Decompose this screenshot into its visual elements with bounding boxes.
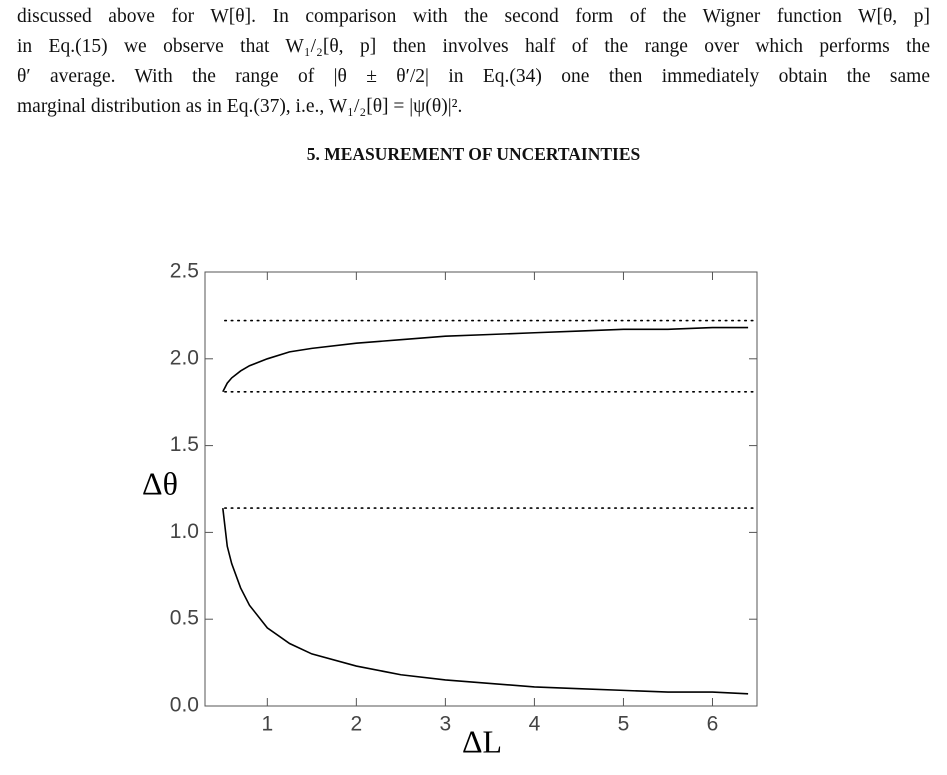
text-line: marginal distribution as in Eq.(37), i.e… (17, 96, 463, 117)
data-line (222, 508, 749, 695)
section-heading: 5. MEASUREMENT OF UNCERTAINTIES (306, 144, 641, 164)
x-tick-label: 4 (529, 713, 541, 736)
text-line: θ′ average. With the range of |θ ± θ′/2|… (17, 66, 930, 87)
x-tick-label: 6 (707, 713, 719, 736)
text-line: discussed above for W[θ]. In comparison … (17, 6, 930, 27)
y-tick-label: 2.0 (170, 346, 199, 369)
x-tick-label: 3 (440, 713, 452, 736)
y-tick-label: 0.0 (170, 694, 199, 717)
data-line (222, 326, 749, 393)
x-tick-label: 1 (261, 713, 273, 736)
y-axis-label: Δθ (142, 465, 178, 501)
y-tick-label: 0.5 (170, 607, 199, 630)
y-tick-label: 1.0 (170, 520, 199, 543)
y-tick-label: 2.5 (170, 260, 199, 283)
text-line: in Eq.(15) we observe that W₁/₂[θ, p] th… (17, 36, 930, 57)
x-tick-label: 2 (351, 713, 363, 736)
plot-frame (204, 271, 758, 707)
x-tick-label: 5 (618, 713, 630, 736)
y-tick-label: 1.5 (170, 433, 199, 456)
x-axis-label: ΔL (462, 723, 502, 759)
